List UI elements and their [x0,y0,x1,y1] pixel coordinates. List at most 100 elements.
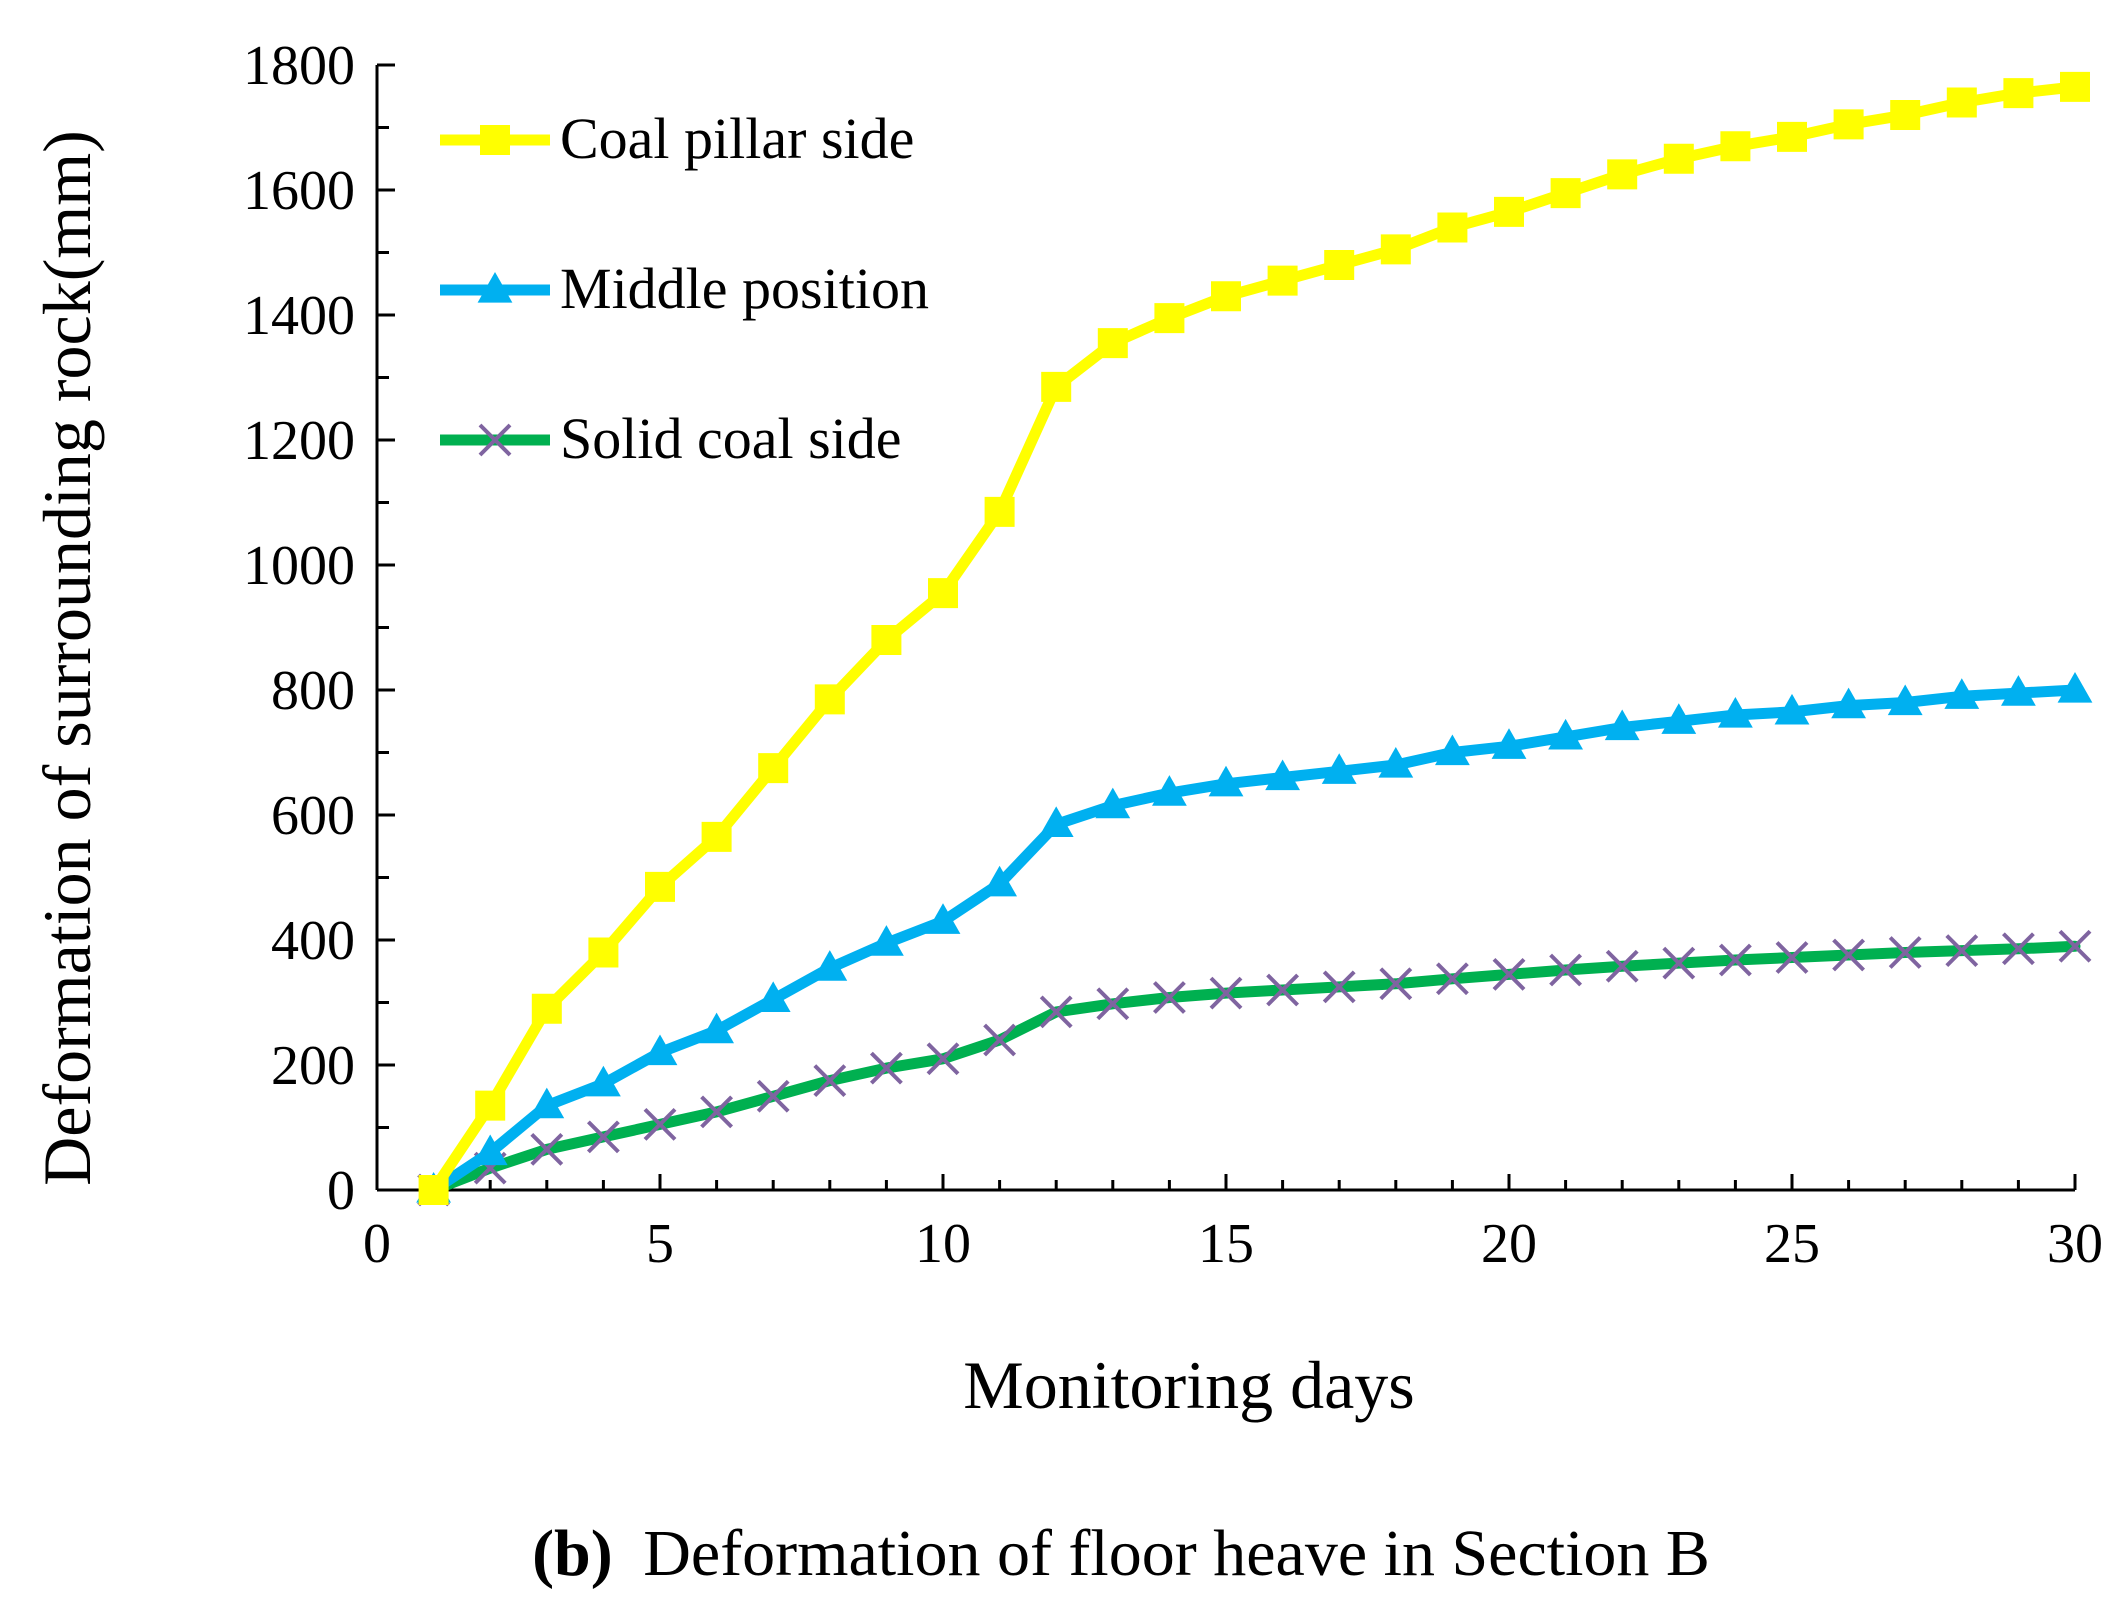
x-axis-title: Monitoring days [963,1347,1414,1423]
data-point [1039,995,1073,1029]
data-point [2060,71,2090,102]
data-point [1435,734,1470,766]
data-point [869,1051,903,1085]
data-point [1379,967,1413,1001]
data-point [1267,265,1298,296]
x-tick-label: 5 [646,1213,674,1275]
data-point [2003,78,2034,109]
y-tick-label: 1200 [243,410,355,472]
data-point [1888,936,1922,969]
data-point [1152,775,1187,806]
y-tick-label: 600 [271,785,355,847]
data-point [1097,328,1128,359]
y-tick-label: 0 [327,1160,355,1222]
data-point [645,871,675,902]
data-point [1607,159,1638,190]
caption-label: (b) [532,1517,613,1590]
data-point [1774,693,1810,725]
data-point [586,1120,620,1154]
data-point [813,1064,847,1098]
data-point [480,125,510,155]
y-tick-label: 1000 [243,535,355,597]
data-point [699,1012,734,1044]
data-point [1266,973,1300,1007]
data-point [1435,962,1469,996]
data-point [2058,929,2092,963]
x-tick-label: 0 [363,1213,391,1275]
data-point [1211,281,1241,312]
data-point [1550,178,1581,209]
data-point [472,1134,508,1166]
data-point [643,1107,677,1141]
data-point [1265,759,1300,791]
data-point [871,625,902,655]
x-tick-label: 25 [1764,1213,1820,1275]
data-point [1380,234,1411,265]
data-point [529,1087,565,1119]
y-tick-label: 400 [271,910,355,972]
data-point [1041,371,1072,402]
data-point [983,1023,1017,1057]
data-point [869,925,904,956]
data-point [2057,672,2093,703]
data-point [642,1034,678,1066]
data-point [478,423,512,457]
legend-entry: Solid coal side [440,406,902,471]
legend-label: Coal pillar side [560,106,914,171]
data-point [1604,709,1640,741]
data-point [1831,687,1866,719]
data-point [1038,806,1074,837]
data-point [530,1132,564,1166]
series-coal-pillar-side [418,71,2090,1205]
series-middle-position [416,672,2093,1203]
data-point [926,1042,960,1076]
data-point [1605,949,1639,983]
data-point [1944,678,1980,709]
data-point [1209,976,1243,1010]
chart-axes: 0 200 400 600 800 1000 1200 1400 1600 1800 0 5 10 15 2… [243,35,2103,1275]
data-point [531,993,562,1024]
data-point [1661,703,1697,734]
data-point [756,1079,790,1113]
data-point [1890,100,1921,130]
legend: Coal pillar side Middle position Solid coa… [440,106,929,471]
data-point [1945,934,1979,968]
data-point [1322,970,1356,1004]
data-point [1946,87,1977,118]
data-point [1095,787,1131,819]
y-tick-label: 1600 [243,160,355,222]
data-point [1775,941,1809,974]
data-point [1720,131,1751,162]
data-point [2001,675,2036,706]
data-point [814,684,845,715]
data-point [1321,753,1357,784]
y-tick-label: 1400 [243,285,355,347]
series-solid-coal-side [417,929,2092,1207]
data-point [1208,765,1244,797]
legend-label: Middle position [560,256,929,321]
data-point [700,1095,734,1129]
data-point [477,272,513,303]
data-point [475,1090,506,1121]
data-point [982,865,1017,897]
data-point [755,981,791,1012]
data-point [925,903,961,934]
y-axis-title: Deformation of surrounding rock(mm) [29,130,105,1186]
legend-label: Solid coal side [560,406,902,471]
x-tick-label: 10 [915,1213,971,1275]
series-layer [416,71,2093,1207]
data-point [928,578,958,609]
data-point [1152,981,1186,1014]
data-point [418,1175,449,1205]
data-point [1437,212,1468,243]
data-point [812,950,848,981]
y-tick-label: 1800 [243,35,355,97]
data-point [984,496,1015,527]
data-point [1887,684,1923,716]
data-point [1548,718,1583,750]
data-point [1494,196,1524,227]
data-point [1777,121,1807,152]
data-point [1154,303,1185,334]
data-point [1492,957,1526,991]
